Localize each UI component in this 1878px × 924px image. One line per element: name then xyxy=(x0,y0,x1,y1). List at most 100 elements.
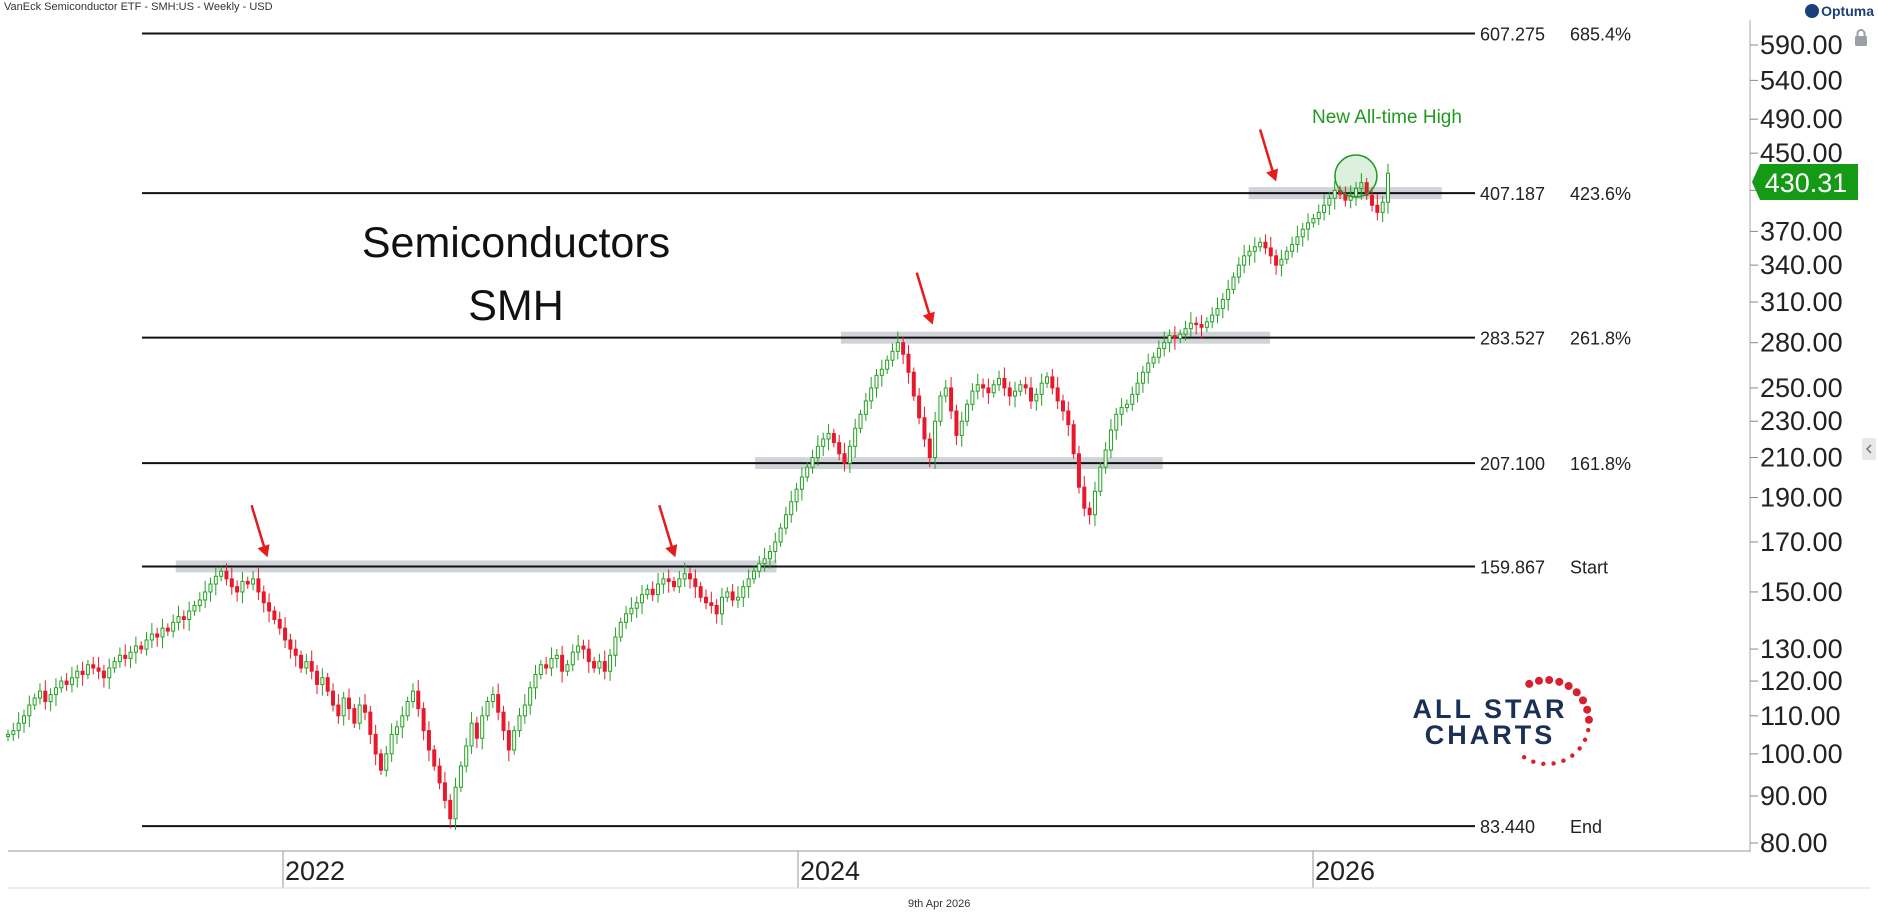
candle-body xyxy=(1140,371,1145,384)
candle-body xyxy=(325,677,330,692)
candle-body xyxy=(1119,407,1124,415)
candle-body xyxy=(847,445,852,464)
red-arrow-shaft xyxy=(1258,129,1275,173)
candle-body xyxy=(544,664,549,669)
candle-body xyxy=(842,453,847,464)
candle-body xyxy=(85,664,90,675)
candle-body xyxy=(1375,204,1380,213)
candle-body xyxy=(1167,335,1172,344)
candle-body xyxy=(485,701,490,717)
candle-body xyxy=(1135,382,1140,395)
candle-body xyxy=(586,648,591,663)
annotation-label: New All-time High xyxy=(1312,107,1462,128)
candle-body xyxy=(794,488,799,503)
watermark-star xyxy=(1564,681,1573,690)
candle-body xyxy=(1151,356,1156,364)
candle-body xyxy=(1274,255,1279,266)
candle-body xyxy=(400,715,405,728)
candle-body xyxy=(698,586,703,598)
candle-body xyxy=(101,670,106,679)
candle-body xyxy=(719,596,724,615)
candle-body xyxy=(442,782,447,801)
candle-body xyxy=(1194,322,1199,326)
candle-body xyxy=(858,413,863,429)
candle-body xyxy=(895,342,900,352)
fib-level-label: 685.4% xyxy=(1570,24,1631,44)
candle-body xyxy=(528,687,533,706)
candle-body xyxy=(943,387,948,397)
candle-body xyxy=(1029,387,1034,402)
red-arrow-shaft xyxy=(658,504,674,549)
candle-body xyxy=(975,384,980,392)
candle-body xyxy=(437,765,442,784)
watermark-star xyxy=(1577,746,1582,751)
candle-body xyxy=(927,438,932,459)
price-tick-label: 450.00 xyxy=(1760,138,1843,168)
candle-body xyxy=(304,661,309,669)
candle-body xyxy=(176,616,181,623)
candle-body xyxy=(224,570,229,580)
chevron-left-icon[interactable] xyxy=(1862,438,1876,460)
candle-body xyxy=(405,701,410,717)
candle-body xyxy=(389,733,394,755)
candle-body xyxy=(410,690,415,703)
candle-body xyxy=(123,654,128,659)
candle-body xyxy=(64,680,69,685)
candle-body xyxy=(831,433,836,444)
red-arrow-head xyxy=(665,544,678,558)
candle-body xyxy=(1263,241,1268,249)
candle-body xyxy=(1332,189,1337,199)
candle-body xyxy=(730,591,735,601)
candle-body xyxy=(613,636,618,656)
candle-body xyxy=(1071,424,1076,455)
candle-body xyxy=(21,715,26,724)
candle-body xyxy=(874,374,879,389)
candle-body xyxy=(672,580,677,588)
candle-body xyxy=(1327,197,1332,206)
watermark-star xyxy=(1551,761,1556,766)
candle-body xyxy=(1359,182,1364,189)
candle-body xyxy=(997,377,1002,386)
candle-body xyxy=(453,786,458,820)
candle-body xyxy=(362,704,367,713)
candle-body xyxy=(288,639,293,650)
candle-body xyxy=(27,704,32,717)
price-tick-label: 170.00 xyxy=(1760,527,1843,557)
candle-body xyxy=(981,384,986,389)
candle-body xyxy=(6,733,10,737)
candle-body xyxy=(192,604,197,612)
candle-body xyxy=(863,400,868,415)
watermark-star xyxy=(1555,677,1564,686)
lock-icon[interactable] xyxy=(1853,28,1869,48)
candle-body xyxy=(293,648,298,656)
candle-body xyxy=(1220,298,1225,310)
red-arrow-head xyxy=(1266,168,1279,182)
candle-body xyxy=(1044,376,1049,384)
candle-body xyxy=(352,708,357,724)
candle-body xyxy=(959,420,964,436)
optuma-logo: Optuma xyxy=(1805,3,1874,19)
price-tick-label: 150.00 xyxy=(1760,577,1843,607)
candle-body xyxy=(187,610,192,621)
candle-body xyxy=(48,694,53,703)
candle-body xyxy=(821,438,826,447)
candle-body xyxy=(1322,204,1327,213)
candle-body xyxy=(458,765,463,788)
red-arrow-head xyxy=(922,311,935,325)
candle-body xyxy=(869,387,874,402)
red-arrow-shaft xyxy=(915,272,931,317)
candle-body xyxy=(1013,390,1018,397)
candle-body xyxy=(32,697,37,706)
candle-body xyxy=(837,442,842,455)
watermark-star xyxy=(1582,737,1588,742)
watermark-star xyxy=(1541,761,1546,767)
watermark-star xyxy=(1531,759,1536,764)
price-tick-label: 590.00 xyxy=(1760,30,1843,60)
fib-level-label: 261.8% xyxy=(1570,329,1631,349)
candle-body xyxy=(767,550,772,560)
candle-body xyxy=(416,690,421,710)
current-price-value: 430.31 xyxy=(1765,168,1848,198)
candle-body xyxy=(608,654,613,672)
candle-body xyxy=(906,353,911,373)
candle-body xyxy=(911,371,916,397)
